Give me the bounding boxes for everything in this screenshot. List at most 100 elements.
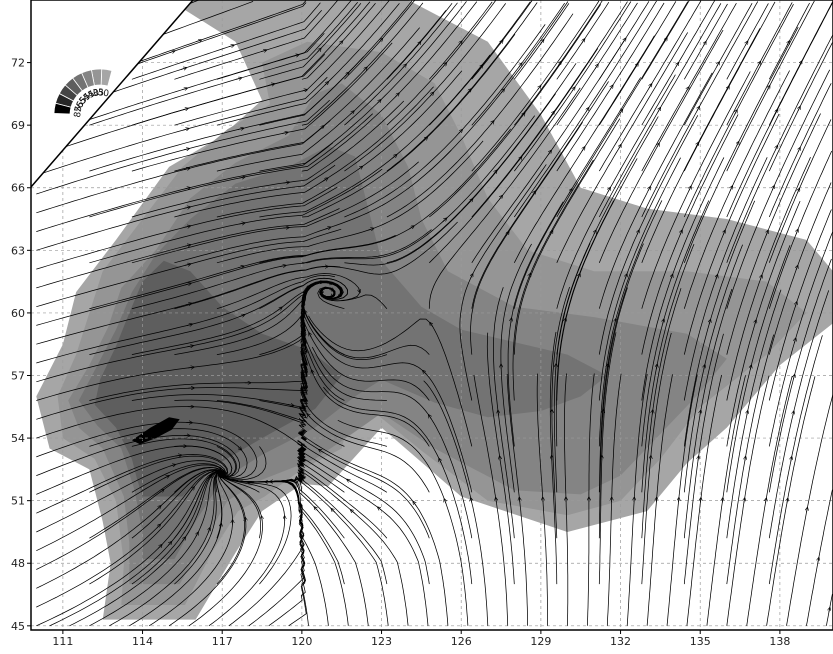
streamline-arrow-203 [558,62,561,66]
streamline-arrow-168 [417,42,420,46]
streamline-arrow-67 [744,498,745,503]
streamline-arrow-180 [459,41,462,46]
plot-frame [30,0,833,631]
streamline-arrow-6 [175,455,182,456]
streamline-arrow-219 [607,364,608,369]
streamline-arrow-83 [235,78,242,80]
streamline-arrow-120 [293,55,298,57]
streamline-arrow-183 [423,371,427,375]
streamline-arrow-132 [317,48,321,53]
streamline-arrow-12 [188,367,194,368]
streamline-arrow-221 [625,274,627,279]
streamline-arrow-170 [319,450,324,453]
streamline-arrow-202 [572,87,575,92]
streamline-arrow-242 [700,410,701,415]
streamline-arrow-210 [594,230,596,235]
streamline-arrow-85 [208,475,212,479]
streamline-arrow-155 [402,64,406,69]
streamline-arrow-72 [829,608,830,613]
streamline-arrow-265 [791,457,792,462]
streamline-arrow-108 [260,50,266,52]
streamline-arrow-181 [439,459,441,464]
streamline-arrow-268 [794,338,795,343]
streamline-arrow-214 [610,85,613,90]
streamline-arrow-270 [796,266,798,271]
streamline-arrow-262 [768,86,770,91]
streamline-arrow-273 [798,148,800,153]
streamline-arrow-69 [787,498,788,504]
streamline-arrow-185 [471,274,473,279]
streamline-arrow-1 [156,524,161,529]
streamline-arrow-21 [184,188,190,189]
y-tick-label: 69 [11,119,25,132]
streamline-arrow-37 [221,524,222,529]
streamline-arrow-246 [723,230,725,235]
streamline-arrow-226 [649,84,652,89]
streamline-arrow-250 [727,86,729,91]
streamline-arrow-91 [280,265,286,266]
streamline-arrow-158 [301,476,306,479]
streamline-arrow-269 [795,302,796,307]
streamline-arrow-79 [238,266,244,268]
streamline-arrow-105 [322,178,328,181]
streamline-arrow-233 [671,275,673,280]
streamline-arrow-256 [755,320,756,325]
streamline-arrow-78 [239,315,244,317]
y-tick-label: 60 [11,307,25,320]
streamline-arrow-197 [529,274,531,279]
streamline-arrow-52 [378,507,383,511]
streamline-arrow-247 [730,186,732,191]
axes: 111 114 117 120 123 126 129 132 135 138 45 48 51 54 57… [11,57,790,648]
streamline-arrow-264 [745,41,747,46]
streamline-arrow-144 [338,41,342,46]
streamline-arrow-165 [490,121,494,125]
streamline-arrow-238 [686,87,688,92]
streamline-arrow-253 [745,457,746,462]
streamline-arrow-271 [796,229,798,234]
streamline-arrow-259 [772,186,774,191]
streamline-arrow-141 [423,137,428,141]
streamline-arrow-188 [548,151,551,155]
y-tick-label: 48 [11,557,25,570]
streamline-arrow-164 [493,170,497,175]
streamline-arrow-239 [676,63,679,67]
streamline-arrow-194 [498,410,499,415]
streamline-arrow-227 [636,63,639,68]
streamline-arrow-28 [169,51,174,53]
streamline-arrow-128 [409,226,414,229]
streamline-arrow-272 [798,189,800,194]
contour-region-85 [131,417,180,445]
map-projection-edge [30,0,194,188]
x-tick-label: 138 [769,635,790,648]
streamline-arrow-50 [331,509,336,513]
streamline-arrow-2 [156,506,161,510]
streamline-arrow-251 [717,62,719,67]
streamline-arrow-131 [344,72,349,77]
streamline-arrow-274 [798,107,800,112]
streamline-arrow-115 [359,287,360,292]
streamline-arrow-234 [680,230,682,235]
streamline-arrow-224 [657,143,659,148]
streamline-arrow-263 [758,62,760,66]
streamline-arrow-129 [392,155,397,159]
streamline-arrow-152 [469,199,472,203]
streamline-arrow-208 [565,318,566,323]
streamline-arrow-106 [319,126,324,130]
streamline-arrow-169 [347,479,352,482]
legend-label-30: 30 [97,88,110,100]
y-tick-label: 57 [11,369,25,382]
streamline-arrow-198 [550,231,552,236]
streamline-arrow-191 [519,63,522,68]
x-tick-label: 135 [690,635,711,648]
streamline-arrow-55 [471,498,472,503]
y-tick-label: 63 [11,244,25,257]
streamline-arrow-223 [648,187,650,192]
streamline-arrow-142 [395,93,400,98]
streamline-arrow-212 [619,145,621,150]
x-tick-label: 126 [451,635,472,648]
legend-label-45: 45 [82,89,97,103]
y-tick-label: 45 [11,620,25,633]
streamline-arrow-54 [444,499,446,504]
streamline-arrow-177 [522,113,525,118]
streamline-arrow-90 [277,307,282,311]
